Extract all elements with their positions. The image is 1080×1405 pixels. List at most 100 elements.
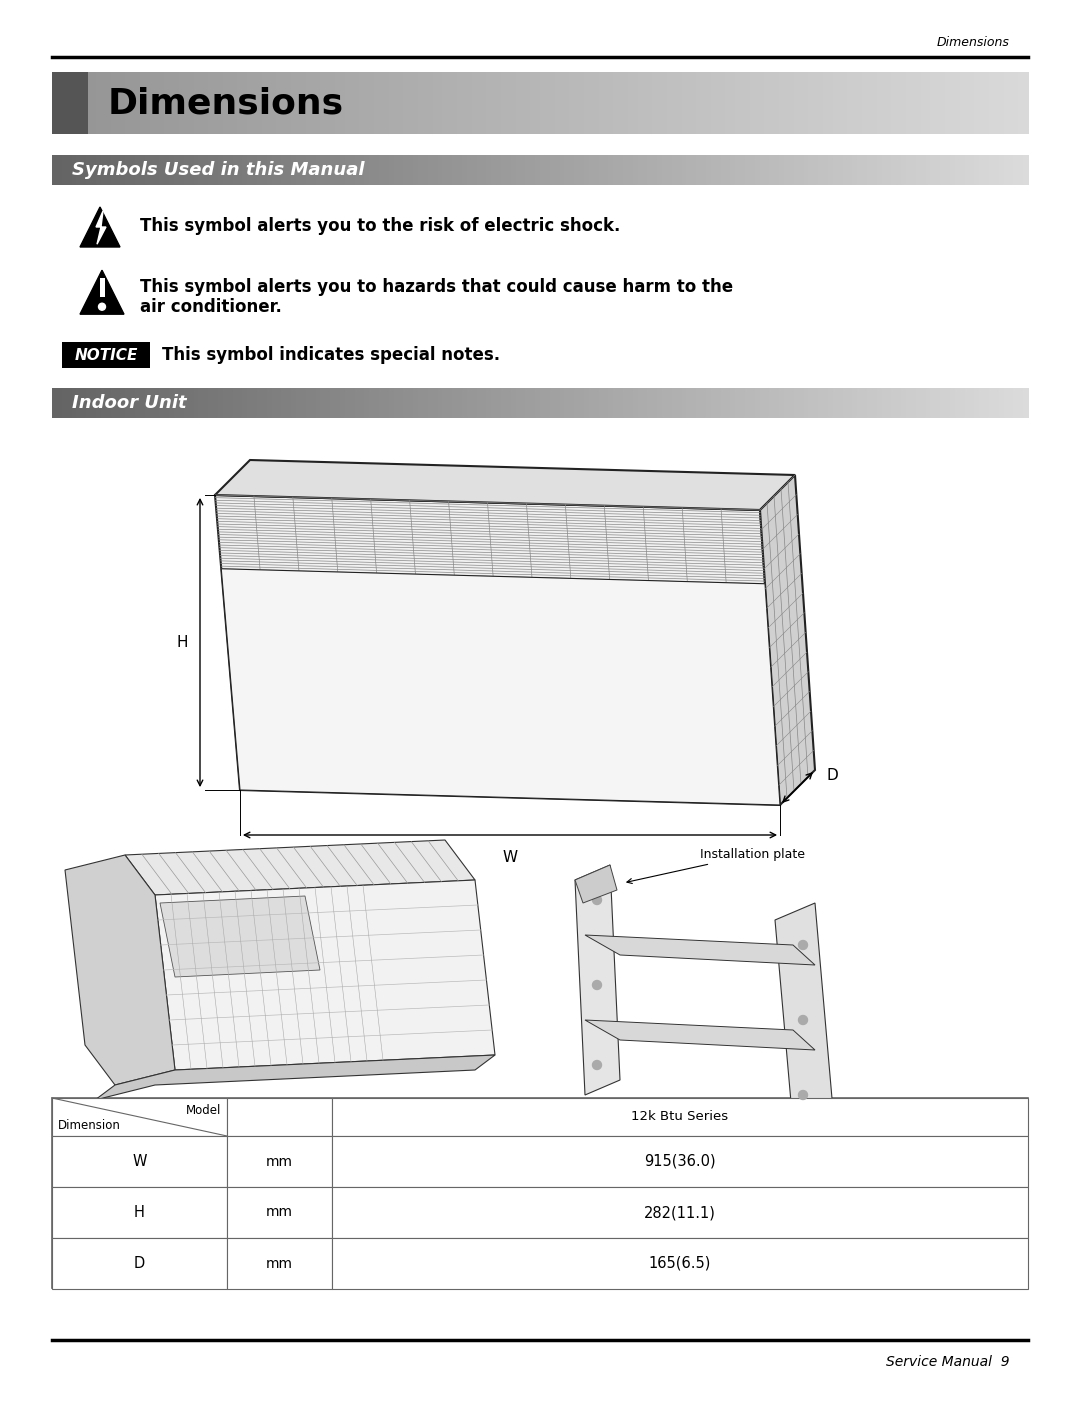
Bar [813,72,819,133]
Bar [179,72,185,133]
Bar [569,388,576,419]
Bar [608,388,615,419]
Text: NOTICE: NOTICE [75,347,137,362]
Bar [608,155,615,185]
Bar [652,388,658,419]
Circle shape [593,895,602,905]
Bar [858,72,863,133]
Bar [677,72,683,133]
Bar [960,388,966,419]
Bar [139,155,146,185]
Bar [311,72,316,133]
Bar [555,388,561,419]
Bar [701,388,707,419]
Bar [330,155,336,185]
Text: W: W [132,1154,147,1169]
Bar [623,388,629,419]
Text: mm: mm [266,1155,293,1169]
Bar [208,155,214,185]
Bar [633,72,638,133]
Bar [418,155,423,185]
Bar [637,388,644,419]
Bar [774,388,780,419]
Circle shape [798,1016,808,1024]
Bar [613,72,619,133]
Bar [720,388,727,419]
Bar [218,155,224,185]
Bar [476,72,483,133]
Polygon shape [575,865,620,1094]
Bar [242,72,248,133]
Bar [891,388,897,419]
Bar [311,388,316,419]
Bar [750,72,756,133]
Bar [383,72,390,133]
Bar [691,72,698,133]
Bar [852,72,859,133]
Bar [403,388,409,419]
Bar [716,155,721,185]
Bar [828,72,834,133]
Bar [418,388,423,419]
Bar [125,72,131,133]
Bar [598,155,605,185]
Bar [52,155,58,185]
Bar [647,72,653,133]
Bar [501,72,507,133]
Bar [745,388,751,419]
Polygon shape [585,934,815,965]
Bar [867,388,873,419]
Bar [525,388,531,419]
Polygon shape [95,1055,495,1100]
Bar [106,72,111,133]
Bar [819,72,824,133]
Bar [735,72,741,133]
Bar [77,388,82,419]
Bar [1018,388,1024,419]
Bar [193,388,200,419]
Bar [139,388,146,419]
Bar [842,72,849,133]
Bar [740,72,746,133]
Bar [535,388,541,419]
Bar [867,155,873,185]
Bar [716,388,721,419]
Bar [52,1187,227,1238]
Bar [881,388,888,419]
Bar [604,72,609,133]
Bar [930,155,936,185]
Bar [276,388,282,419]
Bar [735,388,741,419]
Bar [681,155,687,185]
Bar [443,388,448,419]
Bar [199,388,204,419]
Text: 282(11.1): 282(11.1) [644,1205,716,1220]
Bar [809,155,814,185]
Bar [354,388,361,419]
Bar [730,388,737,419]
Bar [559,72,566,133]
Bar [472,155,477,185]
Bar [496,72,502,133]
Bar [784,72,789,133]
Bar [91,72,97,133]
Bar [623,72,629,133]
Bar [145,155,150,185]
Bar [784,388,789,419]
Bar [106,155,111,185]
Bar [184,388,190,419]
Bar [257,388,262,419]
Bar [374,388,380,419]
Bar [989,388,995,419]
Bar [891,72,897,133]
Bar [608,72,615,133]
Bar [759,155,766,185]
Bar [482,388,487,419]
Bar [52,1097,1028,1288]
Bar [980,388,985,419]
Bar [662,155,667,185]
Bar [486,72,492,133]
Bar [759,72,766,133]
Bar [383,388,390,419]
Bar [403,72,409,133]
